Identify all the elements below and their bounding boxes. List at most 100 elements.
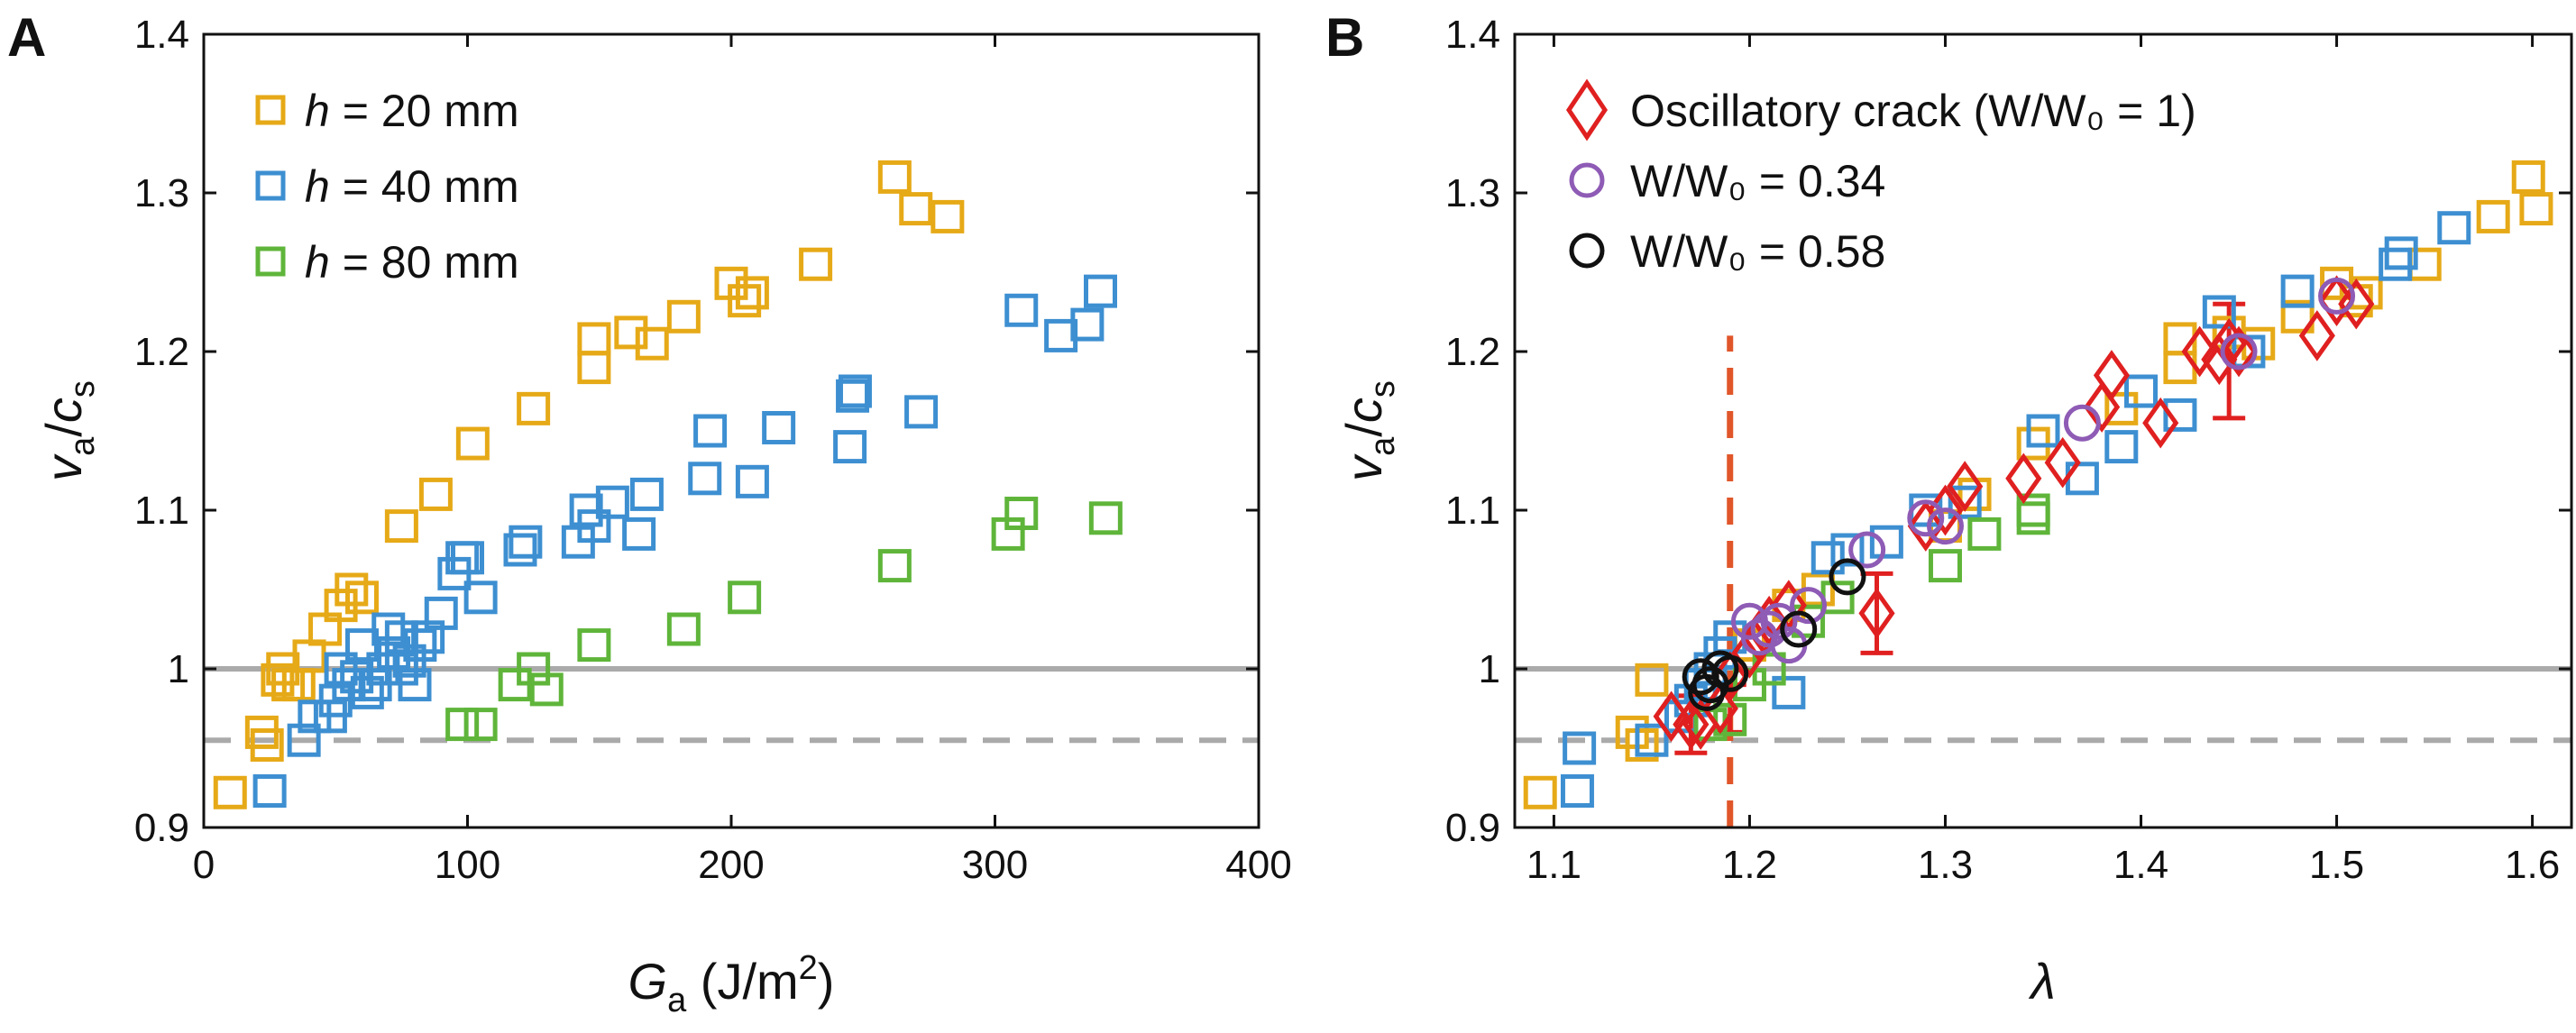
x-tick-label: 1.1: [1526, 843, 1581, 887]
data-point: [666, 612, 701, 646]
data-point: [1004, 497, 1039, 531]
data-point: [455, 426, 490, 461]
x-tick-label: 1.6: [2505, 843, 2560, 887]
legend-label-h80: h = 80 mm: [305, 237, 519, 288]
data-point: [261, 663, 295, 697]
data-point: [250, 727, 284, 762]
data-point: [252, 774, 287, 809]
data-point: [2220, 333, 2258, 370]
data-point: [384, 620, 418, 654]
legend-marker-h40: [255, 170, 286, 201]
data-point: [345, 628, 379, 663]
data-point: [1070, 307, 1105, 342]
data-point: [1653, 690, 1690, 743]
data-point: [2104, 430, 2139, 464]
panel-b-plot-area: [1515, 160, 2571, 827]
data-point: [2093, 350, 2131, 401]
legend-marker-w058: [1569, 233, 1605, 269]
data-point: [1635, 663, 1669, 697]
data-point: [1682, 658, 1719, 696]
legend-marker-w034: [1569, 162, 1605, 198]
data-point: [529, 672, 564, 707]
data-point: [693, 414, 728, 448]
data-point: [2202, 295, 2236, 329]
data-point: [1926, 507, 1964, 545]
data-point: [1907, 499, 1945, 537]
data-point: [762, 410, 796, 444]
data-point: [930, 199, 965, 233]
x-tick-label: 1.5: [2309, 843, 2364, 887]
data-point: [451, 541, 484, 575]
data-point: [324, 652, 358, 686]
data-point: [688, 462, 722, 496]
data-point: [2318, 277, 2356, 315]
y-tick-label: 1.4: [1445, 13, 1500, 57]
panel-a-plot-area: [204, 160, 1259, 809]
data-point: [1731, 627, 1768, 679]
x-tick-label: 0: [193, 843, 215, 887]
data-point: [2338, 278, 2375, 330]
x-tick-label: 400: [1225, 843, 1291, 887]
y-tick-label: 1: [1479, 647, 1500, 691]
panel-a-ticks: 0 100 200 300 400 0.9 1 1.1 1.2 1.3 1.4: [134, 13, 1292, 887]
data-point: [445, 708, 480, 742]
data-point: [503, 533, 537, 567]
data-point: [899, 192, 933, 226]
legend-label-oscillatory: Oscillatory crack (W/W₀ = 1): [1630, 86, 2196, 136]
data-point: [577, 509, 611, 544]
data-point: [877, 549, 912, 583]
data-point: [2026, 414, 2060, 448]
panel-a-ylabel: va/cs: [35, 380, 102, 481]
data-point: [2519, 192, 2553, 226]
data-point: [2181, 325, 2218, 378]
data-point: [836, 379, 870, 413]
data-point: [1625, 727, 1659, 762]
data-point: [2379, 247, 2413, 281]
error-bar: [1860, 571, 1893, 655]
data-point: [1947, 461, 1984, 512]
data-point: [2280, 274, 2315, 308]
data-point: [614, 315, 648, 350]
panel-b-ylabel: va/cs: [1335, 380, 1402, 481]
legend-label-w058: W/W₀ = 0.58: [1630, 226, 1885, 277]
panel-b-xlabel: λ: [2028, 953, 2056, 1010]
data-point: [1848, 531, 1886, 569]
y-tick-label: 1.2: [134, 330, 189, 374]
data-point: [1811, 541, 1845, 575]
data-point: [1044, 318, 1078, 352]
legend-label-w034: W/W₀ = 0.34: [1630, 156, 1885, 206]
data-point: [1004, 293, 1039, 327]
data-point: [1928, 549, 1962, 583]
panel-a-letter: A: [7, 7, 46, 68]
data-point: [1829, 558, 1866, 596]
y-tick-label: 1.1: [1445, 489, 1500, 533]
data-point: [2016, 501, 2050, 535]
x-tick-label: 1.3: [1918, 843, 1973, 887]
data-point: [1088, 501, 1123, 535]
data-point: [509, 525, 543, 559]
data-point: [1711, 654, 1749, 692]
data-point: [424, 596, 458, 630]
data-point: [2142, 397, 2179, 449]
data-point: [345, 580, 379, 615]
data-point: [1760, 602, 1798, 640]
data-point: [1563, 731, 1597, 765]
panel-a-legend: h = 20 mm h = 40 mm h = 80 mm: [255, 86, 519, 288]
x-tick-label: 1.2: [1722, 843, 1777, 887]
data-point: [735, 464, 769, 498]
data-point: [463, 580, 498, 615]
panel-b-ticks: 1.1 1.2 1.3 1.4 1.5 1.6 0.9 1 1.1 1.2 1.3 1.4: [1445, 13, 2571, 887]
data-point: [2005, 453, 2042, 505]
data-point: [2063, 404, 2101, 442]
data-point: [1713, 702, 1747, 736]
data-point: [1948, 485, 1982, 519]
data-point: [728, 580, 762, 615]
panel-a: A 0 100 200 300 400 0.9 1 1.1 1.2 1.3 1.4 va/cs Ga…: [7, 7, 1292, 1019]
data-point: [2104, 391, 2139, 425]
y-tick-label: 1.1: [134, 489, 189, 533]
x-tick-label: 300: [962, 843, 1028, 887]
data-point: [577, 628, 611, 663]
data-point: [629, 477, 664, 511]
x-tick-label: 100: [435, 843, 500, 887]
